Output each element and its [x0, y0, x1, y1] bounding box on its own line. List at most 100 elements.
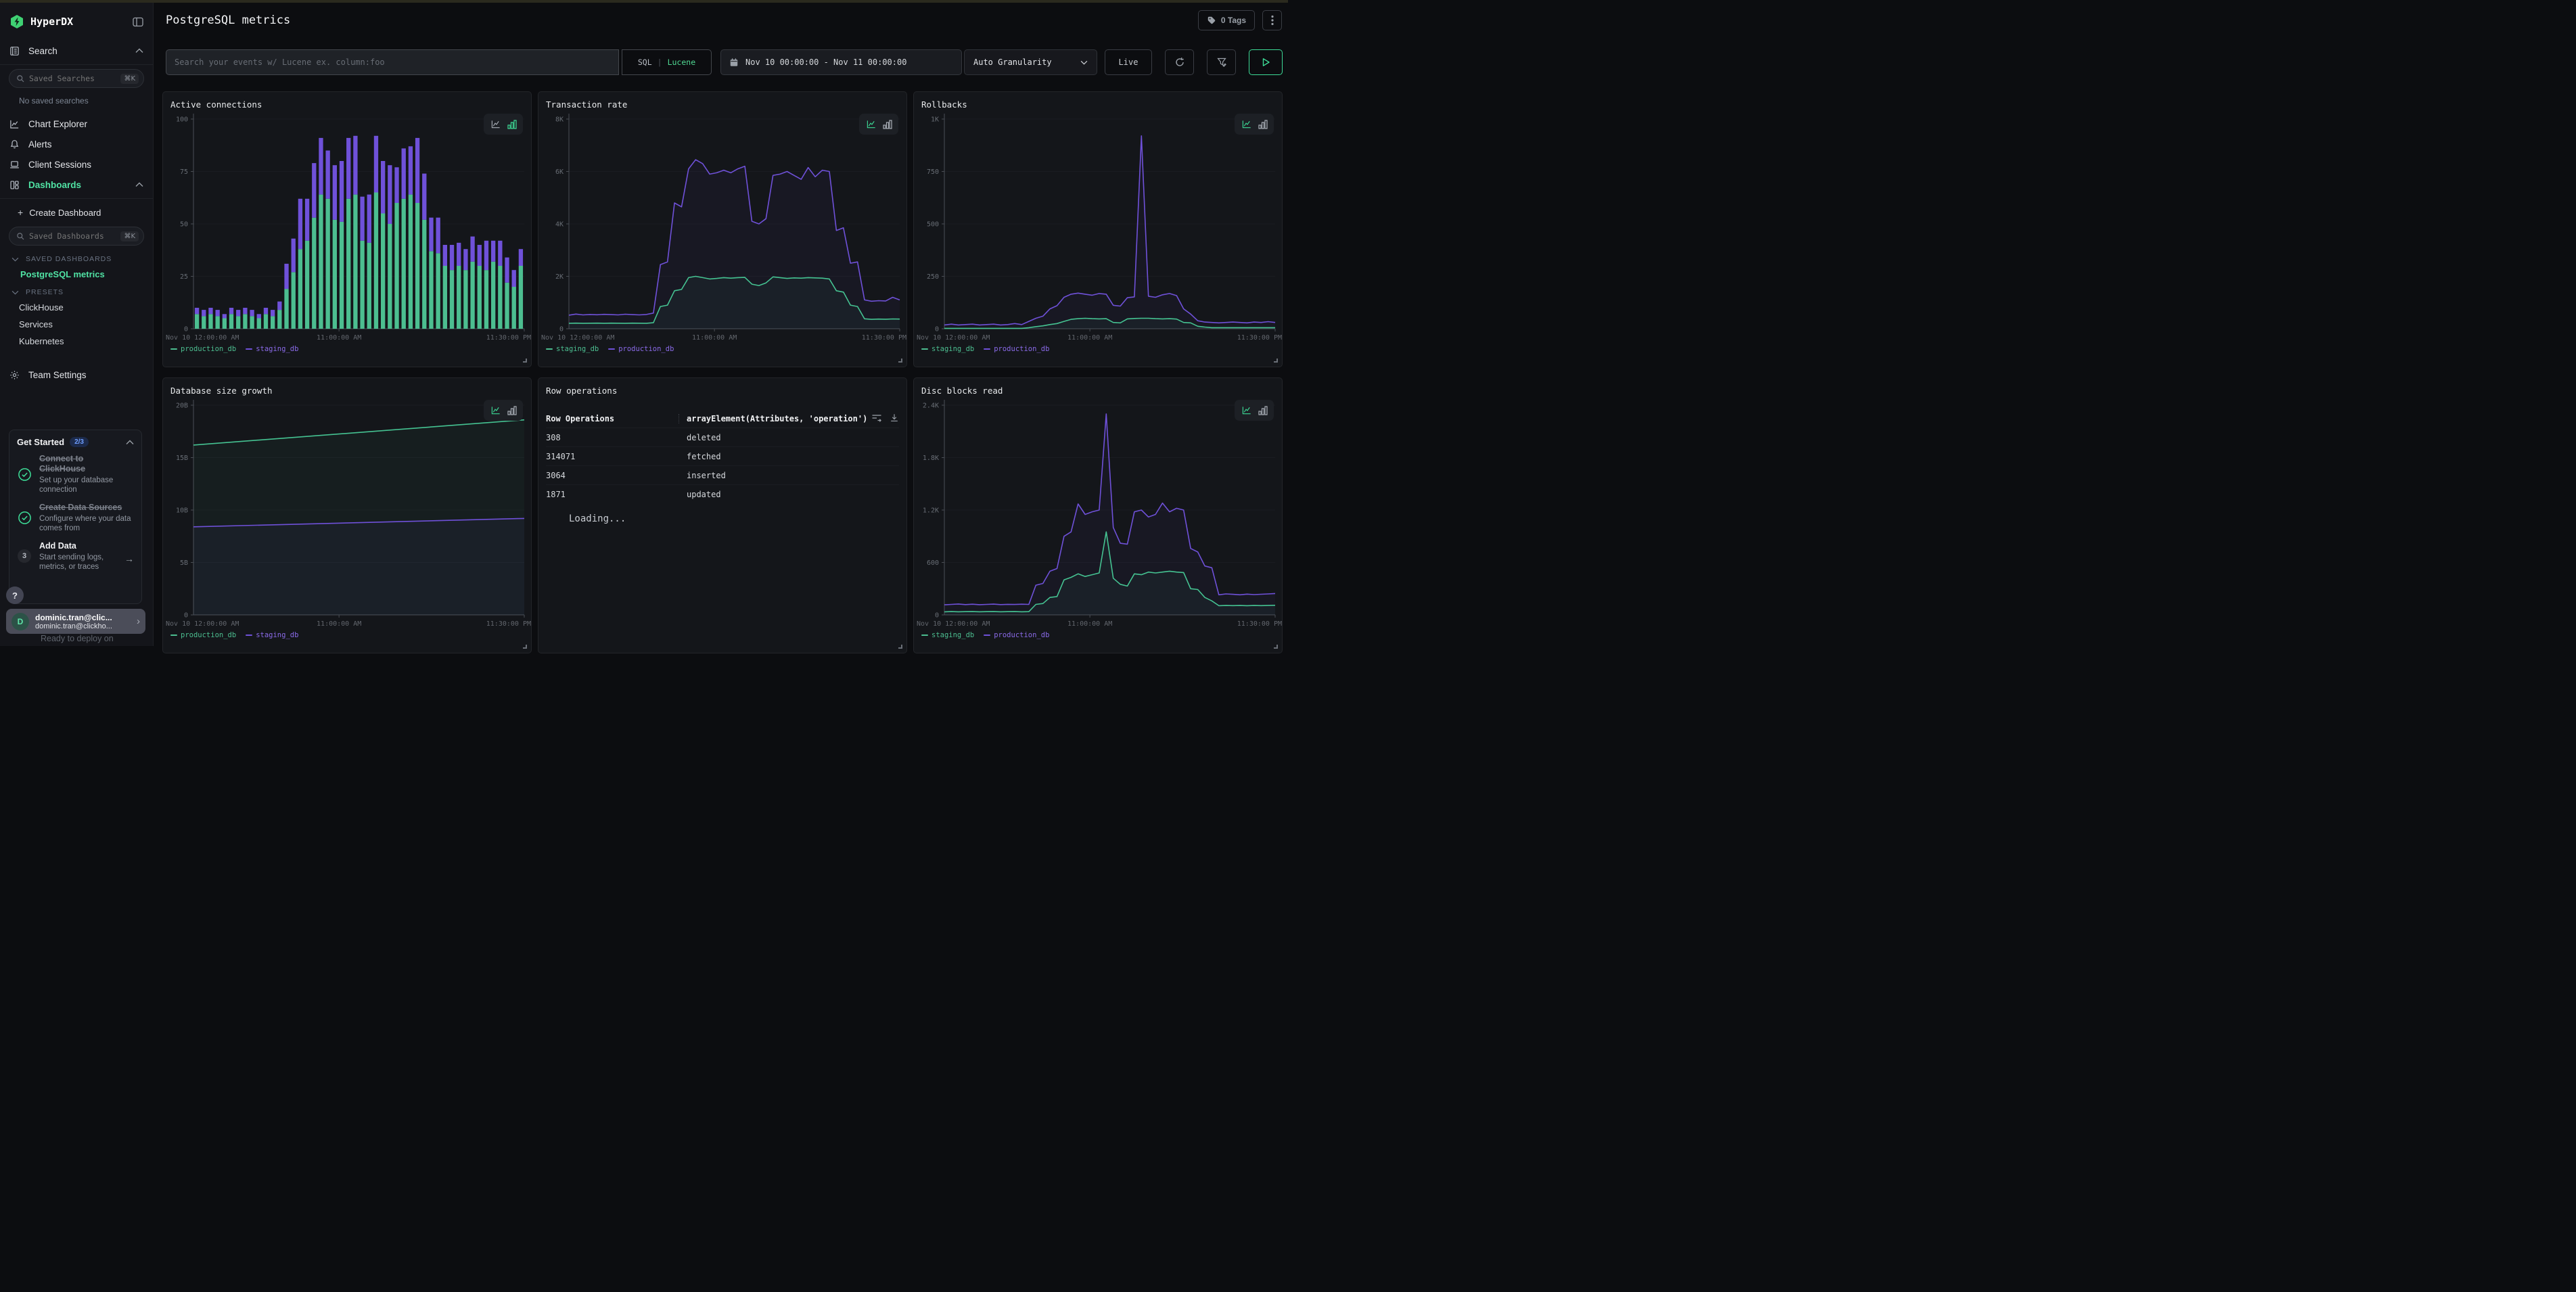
granularity-select[interactable]: Auto Granularity	[964, 49, 1097, 75]
saved-dashboards-section-header[interactable]: SAVED DASHBOARDS	[0, 250, 153, 266]
live-button[interactable]: Live	[1105, 49, 1152, 75]
legend-production-db[interactable]: production_db	[984, 345, 1049, 353]
expand-rows-icon[interactable]	[871, 413, 882, 425]
sidebar-dashboard-postgresql-metrics[interactable]: PostgreSQL metrics	[20, 269, 105, 279]
event-search-input[interactable]	[175, 57, 610, 67]
divider	[0, 64, 153, 65]
get-started-step-connect[interactable]: Connect to ClickHouse Set up your databa…	[17, 454, 134, 495]
svg-text:0: 0	[935, 326, 939, 333]
saved-searches-input[interactable]: ⌘K	[9, 69, 144, 88]
main-content: PostgreSQL metrics 0 Tags SQL | Lucene N…	[154, 3, 1288, 653]
tag-icon	[1207, 16, 1216, 25]
sidebar-item-dashboards[interactable]: Dashboards	[0, 175, 153, 195]
svg-text:2K: 2K	[555, 273, 564, 281]
bar-chart-icon[interactable]	[1258, 405, 1268, 415]
svg-text:6K: 6K	[555, 168, 564, 176]
line-chart-icon[interactable]	[490, 405, 501, 415]
panel-resize-handle[interactable]	[1274, 645, 1278, 649]
column-header-row-operations[interactable]: Row Operations	[546, 414, 615, 423]
table-row[interactable]: 314071 fetched	[546, 446, 899, 465]
panel-resize-handle[interactable]	[898, 645, 902, 649]
legend-staging-db[interactable]: staging_db	[921, 631, 974, 639]
svg-text:10B: 10B	[176, 507, 188, 515]
line-chart-icon[interactable]	[490, 119, 501, 129]
sidebar-preset-services[interactable]: Services	[19, 319, 53, 329]
filter-button[interactable]	[1207, 49, 1236, 75]
panel-resize-handle[interactable]	[1274, 359, 1278, 363]
legend-production-db[interactable]: production_db	[170, 345, 236, 353]
refresh-button[interactable]	[1165, 49, 1194, 75]
get-started-teaser: Ready to deploy on	[41, 634, 114, 643]
avatar: D	[12, 612, 29, 630]
run-query-button[interactable]	[1249, 49, 1283, 75]
svg-text:4K: 4K	[555, 221, 564, 229]
dashboard-menu-button[interactable]	[1262, 10, 1282, 30]
lucene-toggle[interactable]: Lucene	[667, 57, 696, 67]
panel-title: Disc blocks read	[921, 386, 1003, 396]
sidebar-item-search[interactable]: Search	[0, 41, 153, 61]
panel-resize-handle[interactable]	[523, 359, 527, 363]
legend-production-db[interactable]: production_db	[170, 631, 236, 639]
saved-dashboards-field[interactable]	[29, 231, 121, 241]
sidebar-item-team-settings[interactable]: Team Settings	[0, 365, 153, 385]
legend-staging-db[interactable]: staging_db	[246, 631, 298, 639]
search-icon	[16, 232, 25, 241]
sql-toggle[interactable]: SQL	[637, 57, 652, 67]
table-row[interactable]: 1871 updated	[546, 484, 899, 503]
page-title: PostgreSQL metrics	[166, 14, 291, 27]
dashboards-grid-icon	[9, 180, 20, 190]
step-number-badge: 3	[17, 541, 32, 572]
presets-section-header[interactable]: PRESETS	[0, 283, 153, 299]
help-button[interactable]: ?	[6, 586, 24, 604]
chevron-up-icon[interactable]	[126, 440, 134, 445]
sidebar-item-alerts[interactable]: Alerts	[0, 134, 153, 154]
legend-staging-db[interactable]: staging_db	[921, 345, 974, 353]
rollbacks-chart: 0 250 500 750 1K Nov 10 12:00:00 AM 11:00:00 A…	[917, 114, 1282, 342]
legend-staging-db[interactable]: staging_db	[246, 345, 298, 353]
loading-indicator: Loading...	[569, 513, 626, 524]
query-language-toggle[interactable]: SQL | Lucene	[622, 49, 712, 75]
transaction-rate-chart: 0 2K 4K 6K 8K Nov 10 12:00:00 AM 11:00:00 AM 11…	[541, 114, 906, 342]
event-search-box[interactable]	[166, 49, 619, 75]
line-chart-icon[interactable]	[866, 119, 877, 129]
window-top-strip	[0, 0, 1288, 3]
shortcut-badge: ⌘K	[120, 73, 139, 84]
panel-resize-handle[interactable]	[523, 645, 527, 649]
sidebar-item-client-sessions[interactable]: Client Sessions	[0, 154, 153, 175]
panel-resize-handle[interactable]	[898, 359, 902, 363]
line-chart-icon[interactable]	[1241, 119, 1252, 129]
sidebar-collapse-icon[interactable]	[133, 17, 143, 27]
legend-staging-db[interactable]: staging_db	[546, 345, 599, 353]
svg-text:0: 0	[935, 612, 939, 620]
get-started-step-add-data[interactable]: 3 Add Data Start sending logs, metrics, …	[17, 541, 134, 572]
bar-chart-icon[interactable]	[882, 119, 892, 129]
download-icon[interactable]	[890, 413, 899, 425]
sidebar-preset-clickhouse[interactable]: ClickHouse	[19, 302, 64, 313]
svg-text:15B: 15B	[176, 455, 188, 462]
toolbar: SQL | Lucene Nov 10 00:00:00 - Nov 11 00…	[166, 49, 1283, 75]
time-range-picker[interactable]: Nov 10 00:00:00 - Nov 11 00:00:00	[720, 49, 962, 75]
line-chart-icon[interactable]	[1241, 405, 1252, 415]
legend-production-db[interactable]: production_db	[608, 345, 674, 353]
bar-chart-icon[interactable]	[507, 405, 517, 415]
step-title: Connect to ClickHouse	[39, 454, 86, 474]
table-row[interactable]: 3064 inserted	[546, 465, 899, 484]
database-size-growth-chart: 0 5B 10B 15B 20B Nov 10 12:00:00 AM 11:00:00 A…	[166, 400, 531, 628]
tags-button[interactable]: 0 Tags	[1197, 10, 1255, 30]
saved-dashboards-input[interactable]: ⌘K	[9, 227, 144, 246]
table-row[interactable]: 308 deleted	[546, 428, 899, 446]
saved-searches-field[interactable]	[29, 74, 121, 83]
legend-production-db[interactable]: production_db	[984, 631, 1049, 639]
sidebar-item-chart-explorer[interactable]: Chart Explorer	[0, 114, 153, 134]
bar-chart-icon[interactable]	[507, 119, 517, 129]
get-started-step-sources[interactable]: Create Data Sources Configure where your…	[17, 503, 134, 534]
user-menu[interactable]: D dominic.tran@clic... dominic.tran@clic…	[6, 609, 145, 634]
bar-chart-icon[interactable]	[1258, 119, 1268, 129]
sidebar: HyperDX Search ⌘K No saved searches Char…	[0, 3, 154, 646]
sidebar-preset-kubernetes[interactable]: Kubernetes	[19, 336, 64, 346]
column-header-operation[interactable]: arrayElement(Attributes, 'operation')	[678, 414, 871, 423]
svg-text:11:30:00 PM: 11:30:00 PM	[486, 620, 531, 628]
svg-text:5B: 5B	[180, 559, 188, 567]
create-dashboard-button[interactable]: + Create Dashboard	[18, 207, 101, 218]
step-title: Add Data	[39, 540, 76, 551]
